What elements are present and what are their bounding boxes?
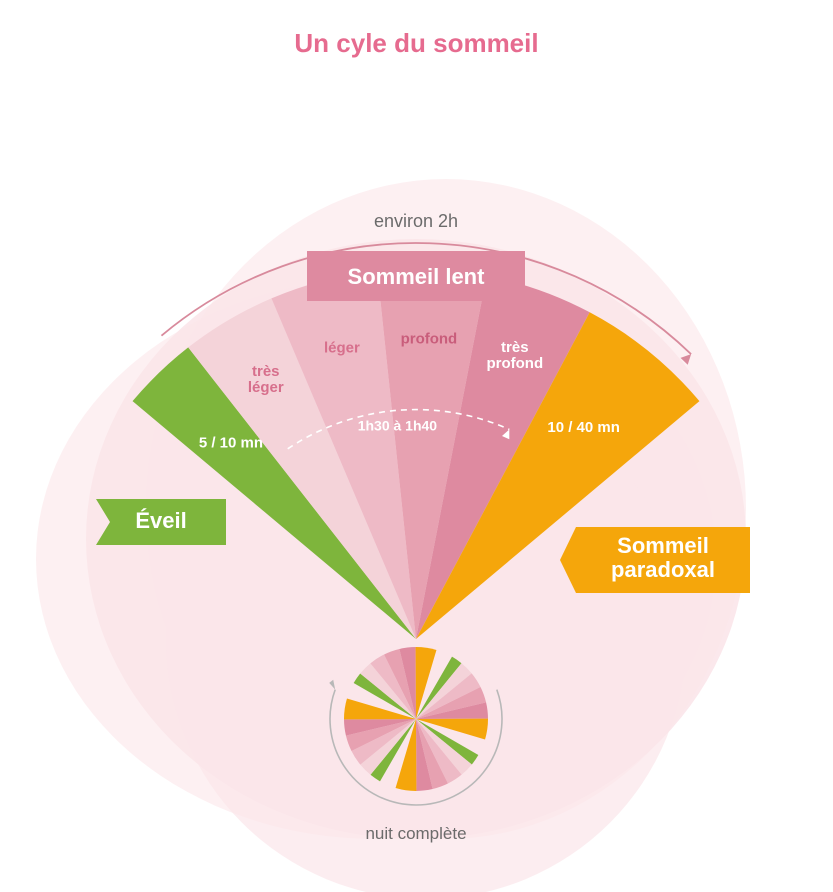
label-nuit-complete: nuit complète [365, 824, 466, 843]
sublabel-leger: léger [324, 339, 360, 356]
sleep-cycle-diagram: environ 2h 1h30 à 1h40 5 / 10 mn trèsléger l… [0, 59, 833, 892]
flag-eveil-label: Éveil [135, 508, 186, 533]
label-1h30: 1h30 à 1h40 [358, 417, 438, 433]
sublabel-tres_leger: trèsléger [248, 363, 284, 396]
duration-paradoxal: 10 / 40 mn [547, 419, 620, 436]
flag-sommeil-lent-label: Sommeil lent [348, 264, 486, 289]
duration-eveil: 5 / 10 mn [199, 434, 263, 451]
sublabel-profond: profond [401, 330, 458, 347]
chart-title: Un cyle du sommeil [0, 28, 833, 59]
flag-paradoxal-label: Sommeilparadoxal [611, 533, 715, 582]
label-environ-2h: environ 2h [374, 211, 458, 231]
